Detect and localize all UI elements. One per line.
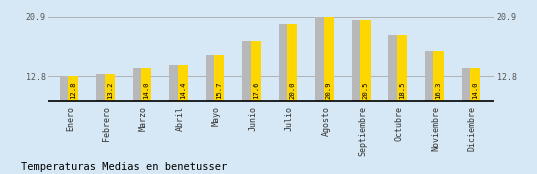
Bar xyxy=(388,35,398,101)
Bar xyxy=(60,77,70,101)
Bar xyxy=(242,41,252,101)
Bar xyxy=(178,65,188,101)
Bar xyxy=(324,17,334,101)
Bar xyxy=(214,55,224,101)
Bar xyxy=(397,35,407,101)
Text: 16.3: 16.3 xyxy=(436,81,441,98)
Text: 14.4: 14.4 xyxy=(180,81,186,98)
Bar xyxy=(68,77,78,101)
Text: 18.5: 18.5 xyxy=(399,81,405,98)
Bar xyxy=(433,51,444,101)
Bar xyxy=(96,74,106,101)
Bar xyxy=(251,41,261,101)
Text: 14.0: 14.0 xyxy=(143,81,149,98)
Bar xyxy=(169,65,179,101)
Bar xyxy=(287,24,297,101)
Bar xyxy=(461,68,472,101)
Bar xyxy=(133,68,143,101)
Bar xyxy=(470,68,480,101)
Text: 13.2: 13.2 xyxy=(107,81,113,98)
Bar xyxy=(425,51,435,101)
Bar xyxy=(352,20,362,101)
Text: 14.0: 14.0 xyxy=(472,81,478,98)
Text: 20.9: 20.9 xyxy=(326,81,332,98)
Bar xyxy=(360,20,371,101)
Bar xyxy=(105,74,115,101)
Text: Temperaturas Medias en benetusser: Temperaturas Medias en benetusser xyxy=(21,162,228,172)
Text: 20.5: 20.5 xyxy=(362,81,368,98)
Bar xyxy=(279,24,289,101)
Bar xyxy=(315,17,325,101)
Bar xyxy=(141,68,151,101)
Text: 15.7: 15.7 xyxy=(216,81,222,98)
Text: 12.8: 12.8 xyxy=(70,81,76,98)
Text: 17.6: 17.6 xyxy=(253,81,259,98)
Bar xyxy=(206,55,216,101)
Text: 20.0: 20.0 xyxy=(289,81,295,98)
